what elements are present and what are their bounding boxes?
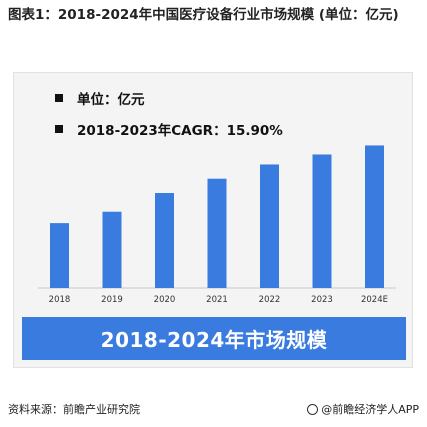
- bullet-square-icon: [55, 94, 63, 102]
- x-tick-label-2024E: 2024E: [361, 295, 388, 305]
- cagr-note: 2018-2023年CAGR：15.90%: [55, 119, 283, 139]
- x-tick-label-2022: 2022: [259, 295, 281, 305]
- bullet-square-icon: [55, 125, 63, 133]
- x-tick-label-2018: 2018: [49, 295, 71, 305]
- source-note: 资料来源：前瞻产业研究院: [8, 403, 140, 416]
- bar-2024E: [365, 145, 384, 288]
- cagr-note-text: 2018-2023年CAGR：15.90%: [77, 123, 283, 139]
- bar-2022: [260, 164, 279, 288]
- chart-banner: 2018-2024年市场规模: [22, 317, 406, 360]
- x-tick-label-2021: 2021: [206, 295, 228, 305]
- x-tick-label-2023: 2023: [311, 295, 333, 305]
- brand-text: @前瞻经济学人APP: [321, 403, 419, 416]
- bar-2023: [312, 154, 332, 288]
- x-tick-label-2019: 2019: [101, 295, 123, 305]
- figure-title: 图表1：2018-2024年中国医疗设备行业市场规模 (单位：亿元): [8, 7, 399, 23]
- bar-2019: [102, 211, 122, 288]
- bar-2018: [50, 223, 69, 288]
- bar-2020: [155, 193, 174, 288]
- x-tick-label-2020: 2020: [154, 295, 176, 305]
- brand-credit: @前瞻经济学人APP: [307, 401, 419, 417]
- unit-note: 单位：亿元: [55, 88, 145, 108]
- brand-logo-icon: [307, 403, 319, 415]
- unit-note-text: 单位：亿元: [77, 92, 145, 108]
- bar-2021: [207, 178, 227, 288]
